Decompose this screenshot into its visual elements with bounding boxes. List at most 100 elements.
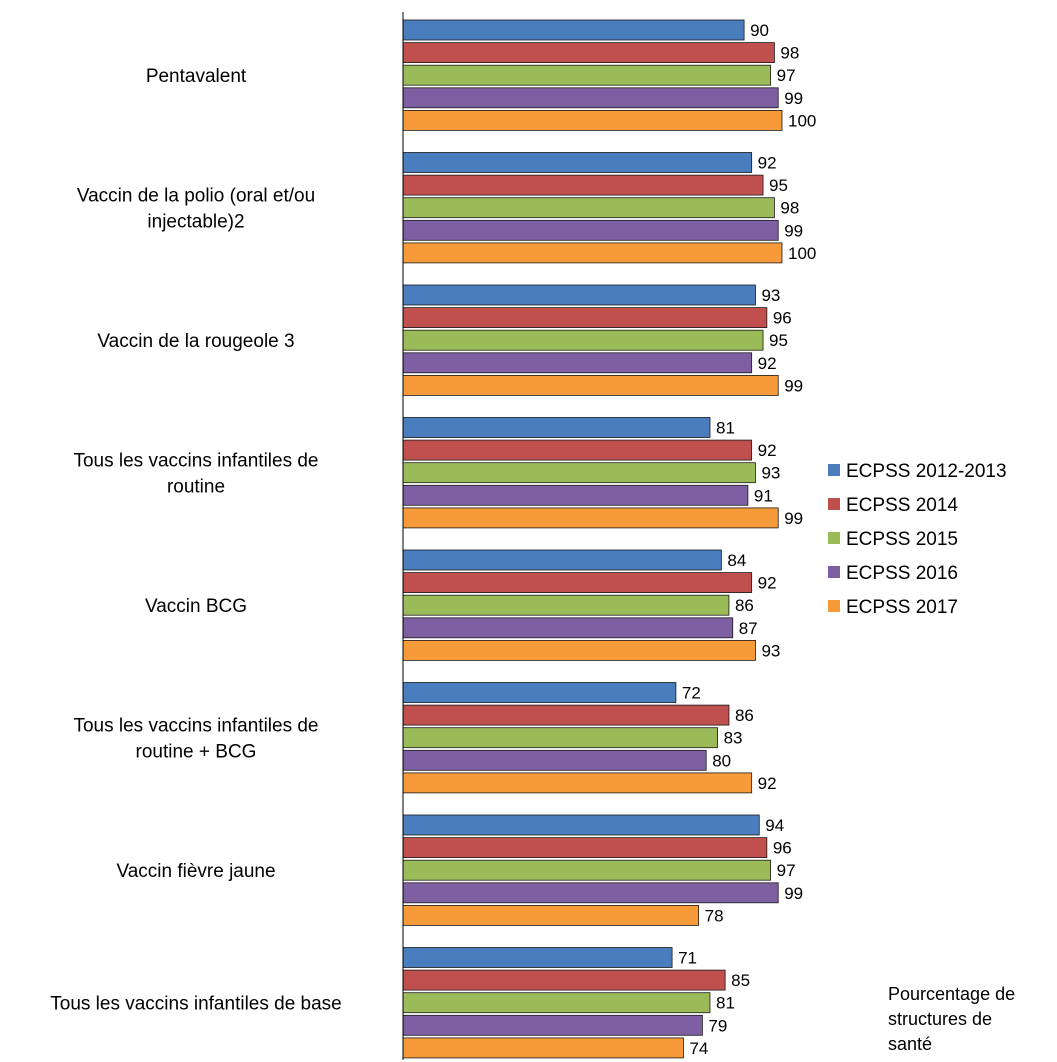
bar	[402, 439, 753, 461]
data-label: 90	[750, 21, 769, 40]
bar	[402, 640, 756, 661]
bar	[402, 617, 734, 639]
category-label: Tous les vaccins infantiles de	[73, 716, 318, 737]
bar	[402, 19, 745, 41]
bar	[402, 352, 753, 374]
data-label: 72	[682, 684, 701, 703]
data-label: 99	[784, 376, 803, 395]
category-label: Vaccin fièvre jaune	[116, 861, 275, 882]
legend-entry: ECPSS 2016	[846, 563, 958, 584]
data-label: 92	[758, 154, 777, 173]
bar	[402, 87, 779, 109]
data-label: 98	[780, 44, 799, 63]
data-label: 80	[712, 751, 731, 770]
data-label: 78	[705, 906, 724, 925]
category-label: Vaccin de la rougeole 3	[97, 331, 294, 352]
bar	[402, 837, 768, 858]
bar-group	[402, 19, 783, 1059]
data-label: 93	[761, 464, 780, 483]
legend-entry: ECPSS 2017	[846, 597, 958, 618]
data-label: 85	[731, 971, 750, 990]
data-label: 92	[758, 441, 777, 460]
bar	[402, 1037, 684, 1059]
category-label: Tous les vaccins infantiles de base	[50, 994, 342, 1015]
bar	[402, 462, 756, 484]
data-label: 81	[716, 419, 735, 438]
category-label: Pentavalent	[146, 66, 247, 87]
legend-swatch	[828, 532, 840, 544]
data-label: 99	[784, 221, 803, 240]
bar	[402, 174, 764, 196]
bar	[402, 749, 707, 771]
legend-entry: ECPSS 2012-2013	[846, 461, 1007, 482]
legend-swatch	[828, 600, 840, 612]
data-label: 96	[773, 309, 792, 328]
legend-swatch	[828, 566, 840, 578]
bar	[402, 284, 756, 306]
data-label: 86	[735, 706, 754, 725]
bar	[402, 859, 772, 881]
category-label: Vaccin BCG	[145, 596, 247, 617]
axis-title-line: santé	[888, 1034, 932, 1054]
data-label: 99	[784, 509, 803, 528]
category-label-group: Pentavalent Vaccin de la polio (oral et/o…	[50, 66, 342, 1015]
bar	[402, 329, 764, 351]
bar	[402, 905, 700, 926]
data-label: 83	[724, 729, 743, 748]
category-label: Tous les vaccins infantiles de	[73, 451, 318, 472]
legend-entry: ECPSS 2014	[846, 495, 958, 516]
bar	[402, 242, 783, 264]
bar	[402, 594, 730, 616]
data-label: 94	[765, 816, 784, 835]
value-axis-title: Pourcentage de structures de santé	[888, 984, 1015, 1054]
data-label: 98	[780, 199, 799, 218]
data-label: 96	[773, 839, 792, 858]
bar	[402, 42, 775, 63]
category-label: routine	[167, 477, 225, 498]
bar	[402, 110, 783, 131]
category-label: Vaccin de la polio (oral et/ou	[77, 186, 315, 207]
legend-entry: ECPSS 2015	[846, 529, 958, 550]
bar	[402, 1014, 703, 1036]
data-label: 74	[689, 1039, 708, 1058]
category-label: injectable)2	[147, 212, 244, 233]
data-label: 95	[769, 176, 788, 195]
legend-swatch	[828, 464, 840, 476]
bar	[402, 992, 711, 1014]
bar	[402, 484, 749, 506]
bar	[402, 219, 779, 241]
data-label: 91	[754, 486, 773, 505]
data-label: 95	[769, 331, 788, 350]
bar	[402, 307, 768, 329]
data-label: 100	[788, 111, 816, 130]
bar	[402, 969, 726, 991]
data-label: 93	[761, 286, 780, 305]
category-label: routine + BCG	[136, 742, 257, 763]
data-label: 87	[739, 619, 758, 638]
bar	[402, 152, 753, 173]
bar	[402, 704, 730, 726]
data-label: 71	[678, 949, 697, 968]
value-label-group: 90 98 97 99 100 92 95 98 99 100 93 96 95 92 99 81 92 93 91…	[678, 21, 816, 1058]
data-label: 99	[784, 89, 803, 108]
bar	[402, 572, 753, 593]
bar	[402, 507, 779, 529]
data-label: 93	[761, 641, 780, 660]
data-label: 81	[716, 994, 735, 1013]
data-label: 99	[784, 884, 803, 903]
axis-title-line: Pourcentage de	[888, 984, 1015, 1004]
bar	[402, 682, 677, 703]
data-label: 100	[788, 244, 816, 263]
data-label: 79	[708, 1016, 727, 1035]
bar	[402, 727, 718, 749]
data-label: 97	[777, 861, 796, 880]
data-label: 97	[777, 66, 796, 85]
legend-swatch	[828, 498, 840, 510]
data-label: 92	[758, 774, 777, 793]
bar	[402, 64, 772, 86]
bar	[402, 772, 753, 794]
bar	[402, 374, 779, 396]
data-label: 92	[758, 574, 777, 593]
bar	[402, 947, 673, 968]
